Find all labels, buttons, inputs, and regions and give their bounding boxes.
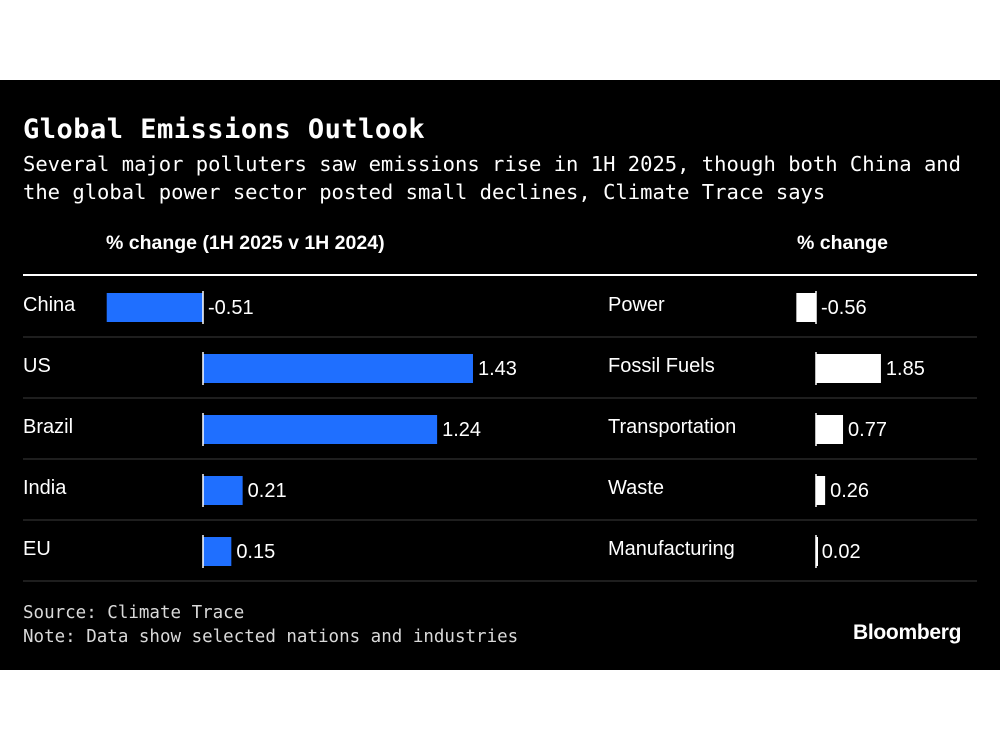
left-bar	[203, 354, 473, 383]
left-value-label: 0.21	[248, 480, 287, 502]
left-value-label: 1.43	[478, 358, 517, 380]
left-bar	[106, 293, 203, 322]
right-category-label: Power	[608, 294, 665, 316]
bar-chart-area: China -0.51 US 1.43 Brazil 1.24 India 0.21 EU 0.1…	[23, 291, 977, 582]
bloomberg-logo: Bloomberg	[853, 621, 962, 644]
data-note: Note: Data show selected nations and ind…	[23, 627, 519, 647]
right-category-label: Waste	[608, 477, 664, 499]
right-bar	[816, 415, 844, 444]
right-bar	[816, 354, 881, 383]
source-note: Source: Climate Trace	[23, 603, 245, 623]
left-value-label: -0.51	[208, 297, 254, 319]
left-value-label: 1.24	[442, 419, 481, 441]
left-bar	[203, 415, 438, 444]
right-bar	[816, 476, 826, 505]
right-column-header: % change	[797, 232, 889, 254]
left-bar	[203, 537, 232, 566]
left-column-header: % change (1H 2025 v 1H 2024)	[106, 232, 385, 254]
left-bar	[203, 476, 243, 505]
chart-subtitle: Several major polluters saw emissions ri…	[23, 152, 961, 204]
chart-card: Global Emissions Outlook Several major p…	[0, 80, 1000, 670]
right-bar	[796, 293, 816, 322]
chart-title: Global Emissions Outlook	[23, 114, 426, 145]
left-category-label: China	[23, 294, 76, 316]
right-value-label: 0.26	[830, 480, 869, 502]
left-category-label: US	[23, 355, 51, 377]
left-category-label: EU	[23, 538, 51, 560]
right-category-label: Fossil Fuels	[608, 355, 715, 377]
right-category-label: Manufacturing	[608, 538, 735, 560]
right-value-label: 1.85	[886, 358, 925, 380]
left-category-label: India	[23, 477, 67, 499]
right-value-label: 0.77	[848, 419, 887, 441]
right-value-label: -0.56	[821, 297, 867, 319]
right-bar	[816, 537, 818, 566]
right-category-label: Transportation	[608, 416, 736, 438]
header-rule	[23, 274, 977, 276]
right-value-label: 0.02	[822, 541, 861, 563]
left-category-label: Brazil	[23, 416, 73, 438]
left-value-label: 0.15	[236, 541, 275, 563]
